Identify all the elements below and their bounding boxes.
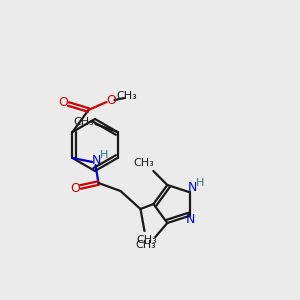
Text: N: N: [188, 181, 197, 194]
Text: CH₃: CH₃: [133, 158, 154, 168]
Text: N: N: [186, 213, 195, 226]
Text: CH₃: CH₃: [116, 91, 137, 101]
Text: H: H: [100, 150, 109, 160]
Text: O: O: [58, 97, 68, 110]
Text: H: H: [196, 178, 204, 188]
Text: CH₃: CH₃: [136, 235, 157, 245]
Text: O: O: [70, 182, 80, 194]
Text: CH₃: CH₃: [135, 240, 156, 250]
Text: CH₃: CH₃: [73, 117, 94, 127]
Text: N: N: [92, 154, 101, 167]
Text: O: O: [106, 94, 116, 106]
